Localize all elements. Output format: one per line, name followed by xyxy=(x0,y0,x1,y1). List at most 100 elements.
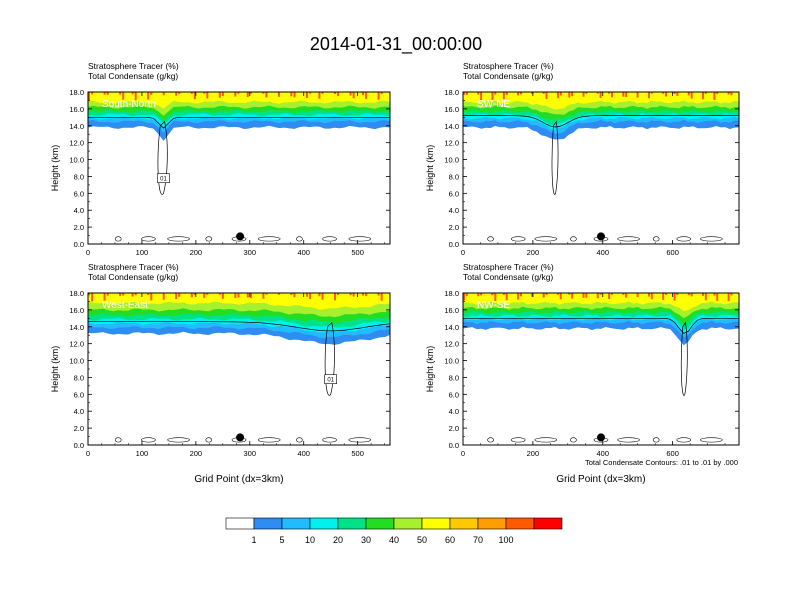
tracer-stripe xyxy=(206,293,209,295)
tracer-stripe xyxy=(349,92,352,96)
x-tick-label: 200 xyxy=(190,449,203,458)
colorbar-swatch xyxy=(421,517,451,530)
colorbar: 1 5 10 20 30 40 50 60 70 100 xyxy=(225,517,563,545)
tracer-stripe xyxy=(162,92,165,96)
tracer-stripe xyxy=(277,293,280,295)
colorbar-label: 20 xyxy=(333,535,343,545)
tracer-stripe xyxy=(88,92,90,101)
tracer-stripe xyxy=(636,293,639,298)
tracer-stripe xyxy=(206,92,209,99)
condensate-contour xyxy=(205,236,213,242)
condensate-contour xyxy=(680,321,688,396)
tracer-stripe xyxy=(622,92,625,97)
tracer-field: 01 xyxy=(88,92,390,242)
y-tick-label: 10.0 xyxy=(444,357,459,366)
tracer-stripe xyxy=(352,92,355,99)
tracer-stripe xyxy=(491,293,494,296)
colorbar-label: 40 xyxy=(389,535,399,545)
colorbar-label: 70 xyxy=(473,535,483,545)
tracer-stripe xyxy=(131,92,134,95)
tracer-stripe xyxy=(676,92,679,96)
y-tick-label: 14.0 xyxy=(69,323,84,332)
tracer-stripe xyxy=(333,293,336,301)
tracer-stripe xyxy=(150,293,153,301)
panel-label: South-North xyxy=(102,99,156,110)
tracer-stripe xyxy=(249,293,252,299)
x-tick-label: 500 xyxy=(351,449,364,458)
condensate-contour xyxy=(534,236,558,242)
condensate-contour xyxy=(157,120,168,195)
y-axis-label: Height (km) xyxy=(50,346,60,393)
tracer-stripe xyxy=(134,293,137,296)
colorbar-swatch xyxy=(393,517,423,530)
colorbar-swatch xyxy=(505,517,535,530)
condensate-contour xyxy=(322,236,337,242)
tracer-stripe xyxy=(175,92,178,96)
x-tick-label: 0 xyxy=(86,248,90,257)
x-tick-label: 600 xyxy=(666,248,679,257)
x-tick-label: 0 xyxy=(461,449,465,458)
tracer-stripe xyxy=(465,92,468,95)
colorbar-swatch xyxy=(309,517,339,530)
tropopause-contour xyxy=(463,115,739,128)
tracer-stripe xyxy=(131,293,134,297)
tracer-field xyxy=(463,293,739,443)
condensate-contour xyxy=(141,437,156,443)
colorbar-label: 60 xyxy=(445,535,455,545)
y-tick-label: 2.0 xyxy=(449,424,459,433)
tracer-stripe xyxy=(190,293,193,298)
y-tick-label: 8.0 xyxy=(449,373,459,382)
tracer-field: 01 xyxy=(88,293,390,443)
panel-label: SW-NE xyxy=(477,99,510,110)
panel-subtitle: Total Condensate (g/kg) xyxy=(463,272,553,282)
tracer-stripe xyxy=(610,92,613,98)
tracer-stripe xyxy=(352,293,355,297)
tracer-stripe xyxy=(596,92,599,94)
tracer-stripe xyxy=(203,293,206,298)
tropopause-contour xyxy=(463,317,739,334)
panel-west-east: 01 0.0 2.0 4.0 6.0 8.0 10.0 12.0 14.0 16.0 18.0 0 10… xyxy=(50,262,391,485)
y-tick-label: 2.0 xyxy=(74,424,84,433)
contour-label: 01 xyxy=(160,177,167,183)
panel-sw-ne: 0.0 2.0 4.0 6.0 8.0 10.0 12.0 14.0 16.0 18.0 0 200 4… xyxy=(425,61,740,257)
colorbar-label: 100 xyxy=(498,535,513,545)
colorbar-label: 5 xyxy=(279,535,284,545)
panel-subtitle: Stratosphere Tracer (%) xyxy=(463,61,554,71)
tracer-stripe xyxy=(106,92,109,95)
condensate-contour xyxy=(167,236,190,242)
y-tick-label: 0.0 xyxy=(74,240,84,249)
tracer-stripe xyxy=(361,92,364,96)
tracer-stripe xyxy=(502,92,505,100)
tracer-stripe xyxy=(380,92,383,95)
tracer-stripe xyxy=(106,293,109,296)
tracer-stripe xyxy=(290,92,293,97)
tracer-stripe xyxy=(625,92,628,97)
tracer-stripe xyxy=(647,92,650,99)
y-tick-label: 16.0 xyxy=(444,306,459,315)
tracer-stripe xyxy=(687,92,690,96)
tracer-stripe xyxy=(91,92,94,95)
tracer-stripe xyxy=(585,293,588,298)
y-tick-label: 0.0 xyxy=(449,441,459,450)
location-marker xyxy=(597,232,605,241)
tracer-stripe xyxy=(608,92,611,94)
colorbar-swatch xyxy=(477,517,507,530)
tracer-stripe xyxy=(477,92,480,95)
tracer-stripe xyxy=(650,293,653,300)
tracer-stripe xyxy=(477,293,480,297)
tracer-stripe xyxy=(625,293,628,298)
tracer-stripe xyxy=(571,92,574,97)
tracer-stripe xyxy=(265,293,268,295)
condensate-contour xyxy=(296,236,303,242)
tracer-stripe xyxy=(178,92,181,95)
contour-label-box xyxy=(157,173,170,183)
condensate-contour xyxy=(617,236,640,242)
tracer-stripe xyxy=(463,293,465,301)
tracer-stripe xyxy=(480,92,483,101)
condensate-contour xyxy=(534,437,558,443)
tracer-stripe xyxy=(662,92,665,94)
condensate-contour xyxy=(487,437,494,443)
tracer-stripe xyxy=(175,293,178,300)
tracer-stripe xyxy=(91,293,94,302)
y-tick-label: 10.0 xyxy=(69,156,84,165)
